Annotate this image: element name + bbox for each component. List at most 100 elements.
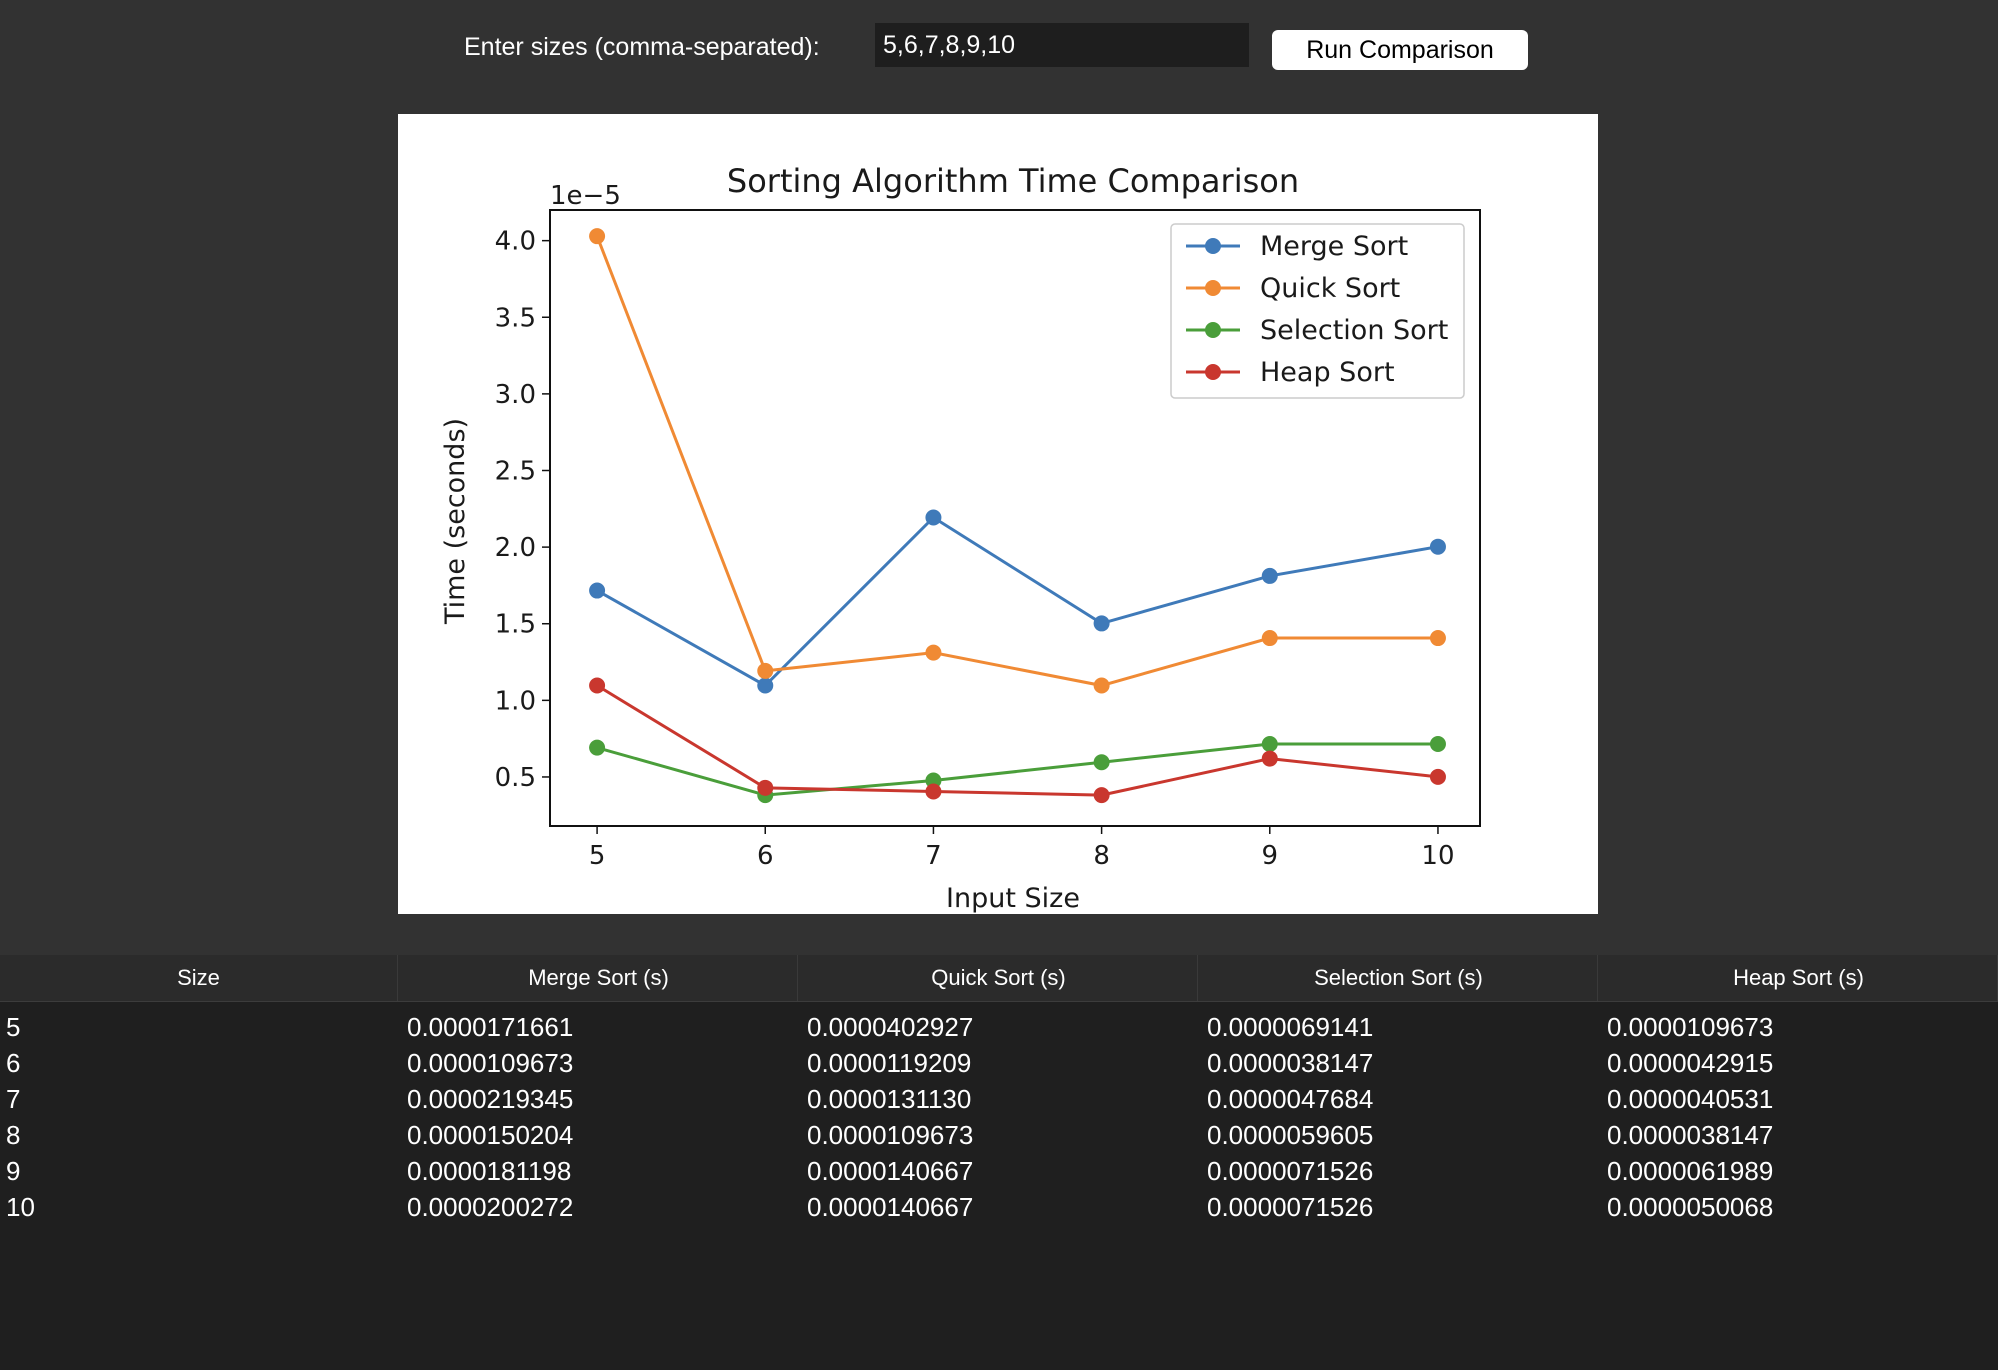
table-cell: 0.0000069141: [1207, 1012, 1374, 1042]
chart-canvas: Sorting Algorithm Time Comparison 1e−5 I…: [398, 114, 1598, 914]
table-cell: 8: [6, 1120, 21, 1150]
merge-sort-point: [1093, 615, 1110, 632]
heap-sort-point: [1429, 768, 1446, 785]
y-axis-label: Time (seconds): [440, 418, 471, 625]
y-tick-label: 1.0: [495, 686, 536, 716]
x-tick-label: 10: [1421, 841, 1454, 871]
x-tick-label: 8: [1093, 841, 1110, 871]
selection-sort-legend-label: Selection Sort: [1260, 315, 1448, 346]
heap-sort-point: [1093, 787, 1110, 804]
plot-frame: [549, 209, 1481, 827]
column-header[interactable]: Merge Sort (s): [400, 955, 798, 1001]
chart-title: Sorting Algorithm Time Comparison: [727, 162, 1299, 200]
heap-sort-legend-label: Heap Sort: [1260, 357, 1395, 388]
y-offset-text: 1e−5: [550, 181, 621, 211]
y-tick-label: 4.0: [495, 227, 536, 257]
heap-sort-legend-marker: [1205, 364, 1221, 380]
table-row[interactable]: 10 0.0000200272 0.0000140667 0.0000071526 0.…: [0, 1189, 1998, 1225]
chart-svg: Sorting Algorithm Time Comparison 1e−5 I…: [440, 162, 1481, 914]
table-cell: 6: [6, 1048, 21, 1078]
merge-sort-legend-label: Merge Sort: [1260, 231, 1408, 262]
merge-sort-point: [1429, 538, 1446, 555]
sizes-label: Enter sizes (comma-separated):: [464, 33, 820, 61]
table-row[interactable]: 5 0.0000171661 0.0000402927 0.0000069141 0.0…: [0, 1009, 1998, 1045]
heap-sort-line: [596, 684, 1439, 797]
heap-sort-point: [925, 783, 942, 800]
y-tick-label: 2.5: [495, 456, 536, 486]
table-cell: 9: [6, 1156, 21, 1186]
table-cell: 0.0000040531: [1607, 1084, 1774, 1114]
x-axis-label: Input Size: [946, 883, 1080, 914]
table-cell: 5: [6, 1012, 21, 1042]
legend-box: [1170, 223, 1465, 399]
selection-sort-line: [596, 742, 1438, 797]
table-row[interactable]: 9 0.0000181198 0.0000140667 0.0000071526 0.0…: [0, 1153, 1998, 1189]
table-cell: 0.0000061989: [1607, 1156, 1774, 1186]
quick-sort-point: [1093, 677, 1110, 694]
column-header[interactable]: Size: [0, 955, 398, 1001]
results-table: Size Merge Sort (s) Quick Sort (s) Selectio…: [0, 955, 1998, 1370]
selection-sort-point: [1261, 735, 1278, 752]
table-cell: 0.0000071526: [1207, 1192, 1374, 1222]
table-cell: 0.0000150204: [407, 1120, 574, 1150]
table-cell: 0.0000050068: [1607, 1192, 1774, 1222]
table-cell: 0.0000109673: [407, 1048, 574, 1078]
table-row[interactable]: 7 0.0000219345 0.0000131130 0.0000047684 0.0…: [0, 1081, 1998, 1117]
top-panel: Enter sizes (comma-separated): Run Compa…: [0, 0, 1998, 955]
table-cell: 0.0000059605: [1207, 1120, 1374, 1150]
legend: Merge Sort Quick Sort Selection Sort Heap S…: [1170, 223, 1465, 399]
selection-sort-point: [1429, 735, 1446, 752]
table-cell: 10: [6, 1192, 35, 1222]
table-header: Size Merge Sort (s) Quick Sort (s) Selectio…: [0, 955, 1998, 1002]
selection-sort-point: [925, 772, 942, 789]
merge-sort-line: [596, 515, 1439, 688]
table-body: 5 0.0000171661 0.0000402927 0.0000069141 0.0…: [0, 1009, 1998, 1225]
quick-sort-point: [589, 228, 606, 245]
heap-sort-point: [1261, 750, 1278, 767]
merge-sort-point: [1261, 567, 1278, 584]
table-cell: 0.0000140667: [807, 1192, 974, 1222]
y-tick-label: 1.5: [495, 610, 536, 640]
column-header[interactable]: Quick Sort (s): [800, 955, 1198, 1001]
quick-sort-point: [757, 662, 774, 679]
selection-sort-legend-marker: [1205, 322, 1221, 338]
table-cell: 0.0000047684: [1207, 1084, 1374, 1114]
selection-sort-point: [1093, 754, 1110, 771]
column-header[interactable]: Heap Sort (s): [1600, 955, 1998, 1001]
table-row[interactable]: 8 0.0000150204 0.0000109673 0.0000059605 0.0…: [0, 1117, 1998, 1153]
table-row[interactable]: 6 0.0000109673 0.0000119209 0.0000038147 0.0…: [0, 1045, 1998, 1081]
x-tick-label: 6: [757, 841, 774, 871]
table-cell: 0.0000181198: [407, 1156, 572, 1186]
series-layer: [589, 228, 1446, 804]
quick-sort-legend-marker: [1205, 280, 1221, 296]
quick-sort-line: [595, 235, 1438, 688]
heap-sort-point: [589, 677, 606, 694]
run-comparison-button[interactable]: Run Comparison: [1272, 30, 1528, 70]
y-tick-label: 0.5: [495, 763, 536, 793]
y-ticks: 0.5 1.0 1.5 2.0 2.5 3.0 3.5 4.0: [495, 227, 550, 793]
table-cell: 0.0000219345: [407, 1084, 574, 1114]
quick-sort-point: [925, 644, 942, 661]
table-cell: 0.0000071526: [1207, 1156, 1374, 1186]
controls-bar: Enter sizes (comma-separated): Run Compa…: [0, 22, 1998, 70]
y-tick-label: 2.0: [495, 533, 536, 563]
x-ticks: 5 6 7 8 9 10: [589, 826, 1455, 871]
column-header[interactable]: Selection Sort (s): [1200, 955, 1598, 1001]
merge-sort-point: [925, 509, 942, 526]
table-cell: 0.0000038147: [1607, 1120, 1774, 1150]
quick-sort-point: [1261, 630, 1278, 647]
y-tick-label: 3.5: [495, 303, 536, 333]
sizes-input[interactable]: [875, 23, 1249, 67]
table-cell: 0.0000119209: [807, 1048, 972, 1078]
quick-sort-point: [1429, 630, 1446, 647]
merge-sort-legend-marker: [1205, 238, 1221, 254]
table-cell: 0.0000200272: [407, 1192, 574, 1222]
table-cell: 7: [6, 1084, 21, 1114]
table-cell: 0.0000131130: [807, 1084, 972, 1114]
table-cell: 0.0000109673: [807, 1120, 974, 1150]
table-cell: 0.0000402927: [807, 1012, 974, 1042]
x-tick-label: 7: [925, 841, 942, 871]
table-cell: 0.0000109673: [1607, 1012, 1774, 1042]
table-cell: 0.0000140667: [807, 1156, 974, 1186]
table-cell: 0.0000042915: [1607, 1048, 1774, 1078]
